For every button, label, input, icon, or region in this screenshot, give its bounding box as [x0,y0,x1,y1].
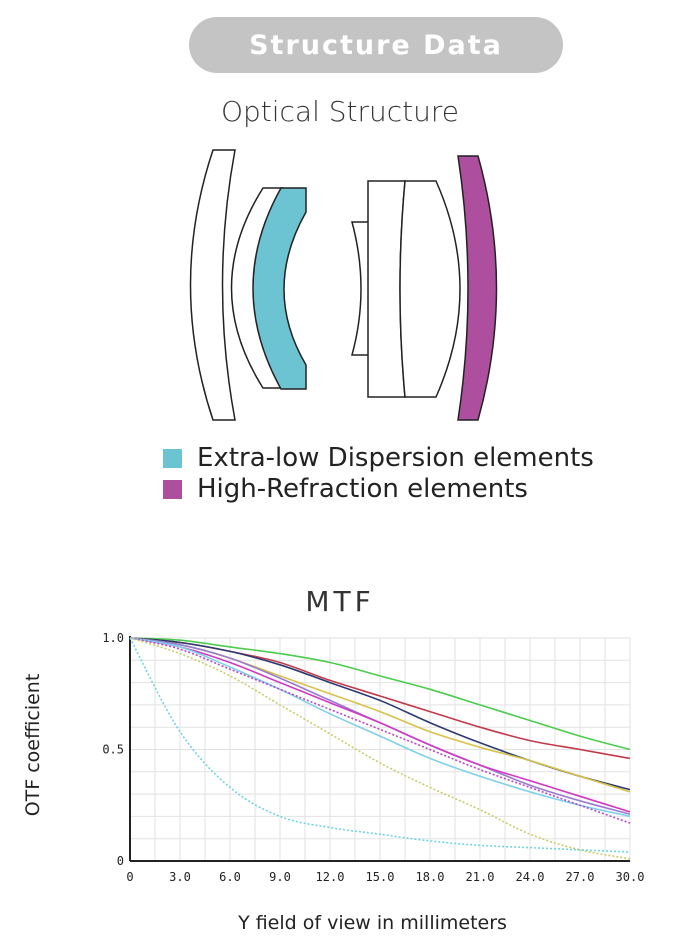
mtf-series-line-7 [129,637,631,818]
mtf-series-line-6 [129,637,631,813]
x-tick-label: 18.0 [416,870,445,884]
x-axis-label: Y field of view in millimeters [238,912,507,934]
optical-structure-title: Optical Structure [220,95,460,128]
legend-label-ed: Extra-low Dispersion elements [197,443,594,473]
mtf-title: MTF [305,585,375,618]
y-tick-label: 0.5 [102,743,124,757]
legend-label-hr: High-Refraction elements [197,474,528,504]
legend-item-ed: Extra-low Dispersion elements [163,443,594,473]
x-tick-label: 15.0 [366,870,395,884]
chart-ticks: 0 3.0 6.0 9.0 12.0 15.0 18.0 21.0 24.0 27.0 30.0 0 0… [102,631,644,884]
optical-structure-diagram [189,149,498,421]
y-tick-label: 0 [117,854,124,868]
hr-lens-element [457,155,498,421]
legend-swatch-ed [163,448,182,468]
x-tick-label: 24.0 [516,870,545,884]
x-tick-label: 9.0 [269,870,291,884]
lens-element-5 [399,180,461,398]
y-tick-label: 1.0 [102,631,124,645]
x-tick-label: 21.0 [466,870,495,884]
x-tick-label: 6.0 [219,870,241,884]
lens-element-1 [189,149,236,421]
x-tick-label: 3.0 [169,870,191,884]
chart-axes [129,636,630,862]
mtf-series-line-9 [129,637,631,860]
header-pill: Structure Data [189,17,563,73]
x-tick-label: 27.0 [566,870,595,884]
ed-lens-element [252,187,307,390]
chart-grid [129,637,631,862]
legend-item-hr: High-Refraction elements [163,474,528,504]
x-tick-label: 0 [126,870,133,884]
x-tick-label: 12.0 [316,870,345,884]
legend-swatch-hr [163,479,182,499]
mtf-series-line-10 [129,637,631,853]
header-title: Structure Data [249,29,503,61]
mtf-series-line-1 [129,637,631,751]
y-axis-label: OTF coefficient [22,673,44,817]
x-tick-label: 30.0 [616,870,645,884]
chart-series [129,637,631,860]
mtf-series-line-8 [129,637,631,824]
